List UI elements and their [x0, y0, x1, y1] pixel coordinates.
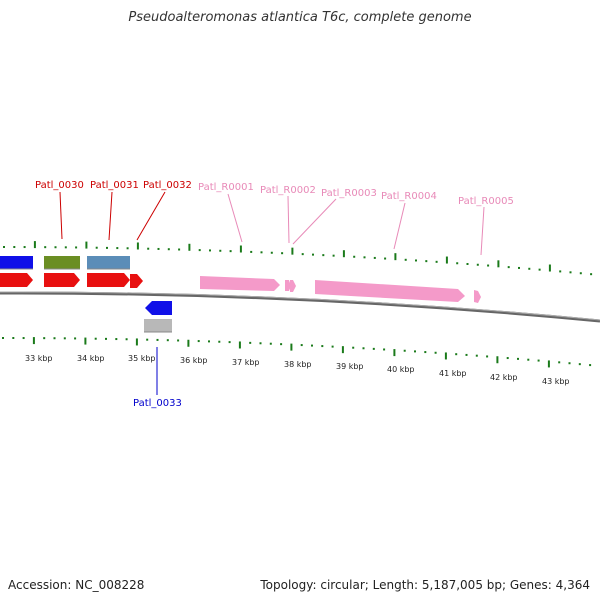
genome-title: Pseudoalteromonas atlantica T6c, complet…: [128, 10, 472, 25]
label-patl-r0002[interactable]: Patl_R0002: [260, 185, 316, 196]
gene-box-gray[interactable]: [144, 319, 172, 332]
label-patl-r0004[interactable]: Patl_R0004: [381, 191, 437, 202]
label-patl-0033[interactable]: Patl_0033: [133, 398, 182, 409]
gene-box-steel[interactable]: [87, 256, 130, 269]
kbp-axis-labels: 33 kbp 34 kbp 35 kbp 36 kbp 37 kbp 38 kb…: [25, 354, 570, 386]
label-patl-0030[interactable]: Patl_0030: [35, 180, 84, 191]
kbp-label-38: 38 kbp: [284, 360, 312, 369]
kbp-label-40: 40 kbp: [387, 365, 415, 374]
kbp-label-42: 42 kbp: [490, 373, 518, 382]
gene-arrow-patl-r0001[interactable]: [200, 276, 280, 291]
gene-box-blue[interactable]: [0, 256, 33, 269]
label-patl-0031[interactable]: Patl_0031: [90, 180, 139, 191]
kbp-label-39: 39 kbp: [336, 362, 364, 371]
gene-arrow-cds-1[interactable]: [0, 273, 33, 287]
kbp-label-35: 35 kbp: [128, 354, 156, 363]
gene-arrow-patl-r0004[interactable]: [315, 280, 465, 302]
gene-arrow-patl-0033[interactable]: [145, 301, 172, 315]
label-patl-r0003[interactable]: Patl_R0003: [321, 188, 377, 199]
accession-text: Accession: NC_008228: [8, 578, 145, 592]
label-patl-r0005[interactable]: Patl_R0005: [458, 196, 514, 207]
kbp-label-36: 36 kbp: [180, 356, 208, 365]
genome-backbone: [0, 291, 600, 323]
label-leader-lines: [59, 191, 485, 395]
gene-arrow-patl-r0003[interactable]: [290, 280, 296, 292]
gene-arrow-patl-0031[interactable]: [87, 273, 130, 287]
kbp-label-34: 34 kbp: [77, 354, 105, 363]
gene-arrow-patl-r0002[interactable]: [285, 280, 291, 291]
label-patl-0032[interactable]: Patl_0032: [143, 180, 192, 191]
gene-arrow-patl-0032[interactable]: [130, 274, 143, 288]
gene-arrow-patl-r0005[interactable]: [474, 290, 481, 303]
upper-tick-track: [3, 241, 593, 276]
kbp-label-37: 37 kbp: [232, 358, 260, 367]
label-patl-r0001[interactable]: Patl_R0001: [198, 182, 254, 193]
kbp-label-41: 41 kbp: [439, 369, 467, 378]
gene-arrow-patl-0030[interactable]: [44, 273, 80, 287]
kbp-label-33: 33 kbp: [25, 354, 53, 363]
topology-text: Topology: circular; Length: 5,187,005 bp…: [260, 578, 590, 592]
gene-box-olive[interactable]: [44, 256, 80, 269]
lower-tick-track: [2, 337, 592, 368]
kbp-label-43: 43 kbp: [542, 377, 570, 386]
